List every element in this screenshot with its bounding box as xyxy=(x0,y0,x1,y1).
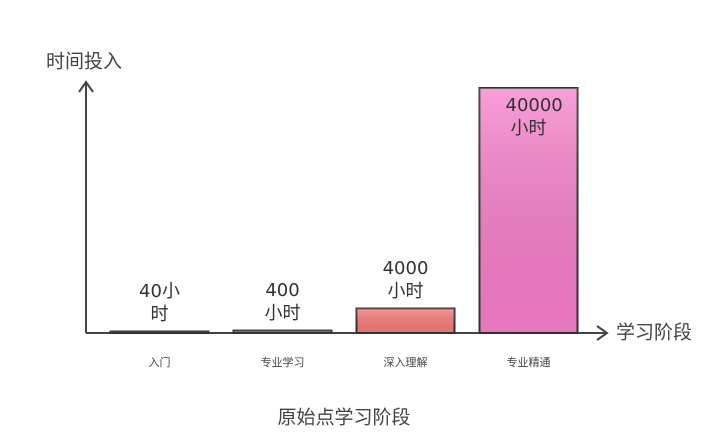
value-label: 400小时 xyxy=(264,279,301,324)
bar-shade xyxy=(233,330,332,333)
x-tick-label: 专业精通 xyxy=(507,355,551,369)
x-tick-label: 深入理解 xyxy=(384,355,428,369)
x-tick-label: 入门 xyxy=(149,355,171,369)
chart-title: 原始点学习阶段 xyxy=(277,407,410,429)
x-axis-arrow xyxy=(596,325,609,341)
bar-shade xyxy=(356,308,455,333)
bar-shade xyxy=(110,331,209,333)
y-axis-label: 时间投入 xyxy=(46,51,122,73)
value-label: 40小时 xyxy=(139,280,180,325)
bar-shade xyxy=(479,88,578,333)
x-axis-label: 学习阶段 xyxy=(616,322,692,344)
value-label: 4000小时 xyxy=(382,257,429,302)
y-axis-arrow xyxy=(78,80,94,93)
value-label: 40000小时 xyxy=(505,95,563,139)
x-tick-label: 专业学习 xyxy=(261,355,305,369)
